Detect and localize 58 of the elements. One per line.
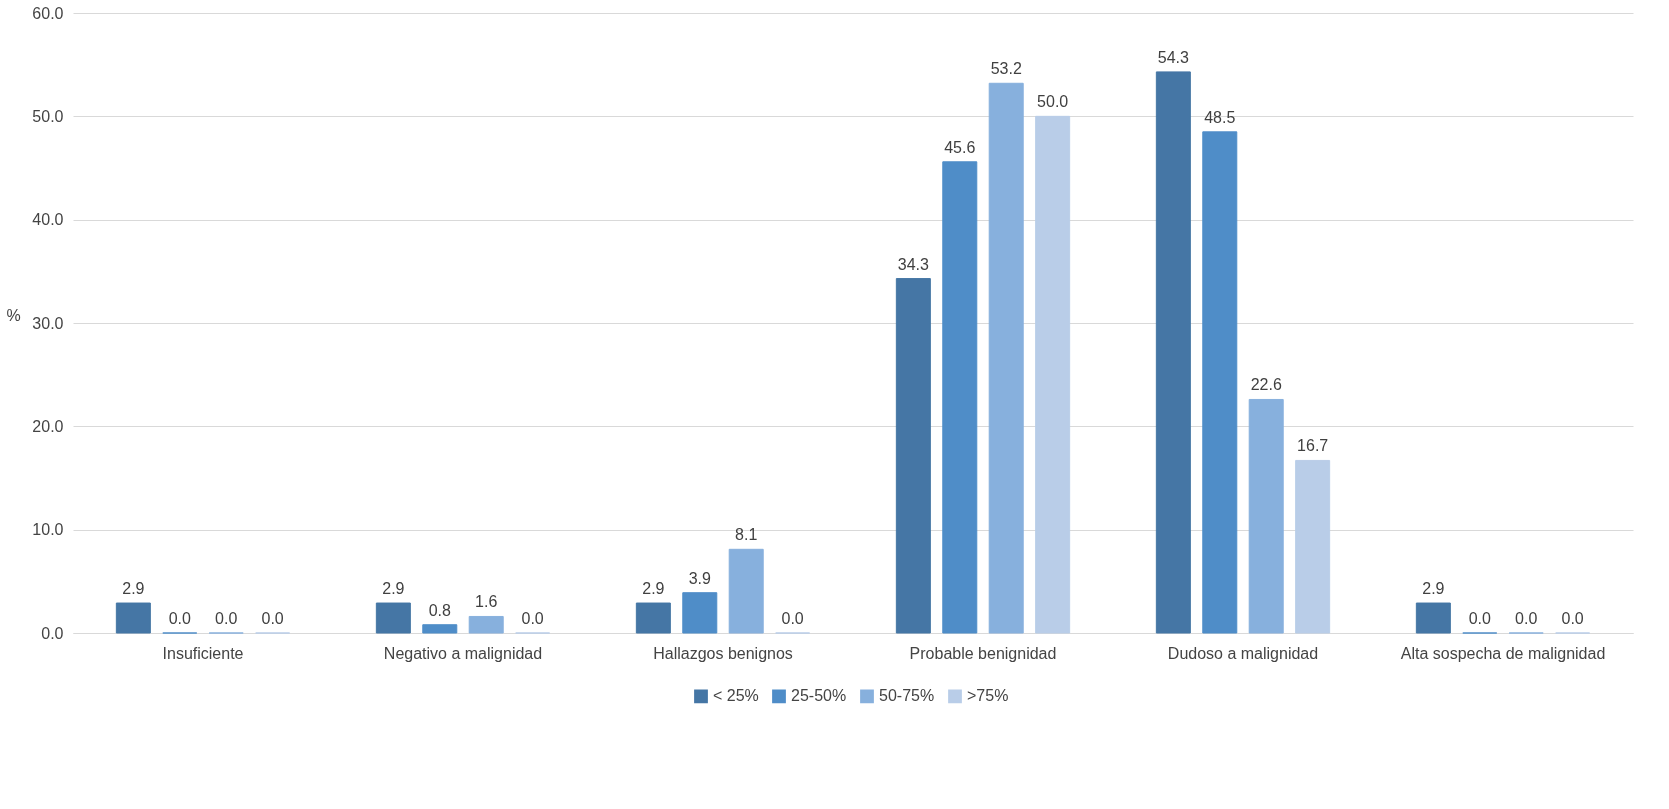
- data-label: 2.9: [642, 580, 665, 598]
- x-tick-label: Negativo a malignidad: [383, 644, 543, 662]
- bar: [682, 592, 718, 634]
- data-label: 54.3: [1157, 48, 1190, 66]
- bar: [1202, 131, 1238, 634]
- x-tick-label: Alta sospecha de malignidad: [1400, 644, 1606, 662]
- data-label: 53.2: [990, 60, 1022, 78]
- bar: [988, 82, 1024, 634]
- bar: [468, 615, 504, 634]
- data-label: 8.1: [735, 526, 758, 544]
- y-tick-label: 60.0: [32, 4, 64, 22]
- data-label: 0.0: [521, 610, 544, 627]
- x-tick-label: Probable benignidad: [909, 644, 1057, 662]
- data-label: 2.9: [382, 580, 405, 598]
- data-label: 3.9: [688, 569, 711, 587]
- bar: [1035, 115, 1071, 634]
- y-tick-label: 10.0: [32, 521, 64, 539]
- y-tick-label: 50.0: [32, 107, 64, 125]
- data-label: 22.6: [1250, 376, 1282, 394]
- data-label: 0.0: [781, 610, 804, 627]
- data-label: 34.3: [897, 255, 930, 273]
- bar: [1415, 602, 1451, 634]
- bar: [1295, 459, 1331, 634]
- legend-label: < 25%: [713, 687, 759, 705]
- bar: [895, 278, 931, 634]
- legend-label: 25-50%: [791, 687, 847, 705]
- bar: [422, 624, 458, 634]
- data-label: 2.9: [1422, 580, 1445, 598]
- data-label: 0.0: [1561, 610, 1584, 627]
- data-label: 0.0: [1515, 610, 1538, 627]
- data-label: 0.0: [261, 610, 284, 627]
- x-tick-label: Dudoso a malignidad: [1167, 644, 1319, 662]
- legend-label: >75%: [967, 687, 1009, 705]
- data-label: 45.6: [944, 138, 976, 156]
- data-label: 0.0: [215, 610, 238, 627]
- y-tick-label: 0.0: [41, 624, 64, 642]
- bar: [728, 548, 764, 634]
- data-label: 0.0: [168, 610, 191, 627]
- data-label: 50.0: [1037, 93, 1069, 111]
- data-label: 16.7: [1297, 437, 1329, 455]
- bar: [635, 602, 671, 634]
- data-label: 0.0: [1468, 610, 1491, 627]
- bar: [1155, 71, 1191, 634]
- data-label: 0.8: [428, 601, 451, 619]
- bar: [375, 602, 411, 634]
- x-tick-label: Hallazgos benignos: [653, 644, 793, 662]
- bar: [1248, 398, 1284, 634]
- y-axis-title: %: [6, 306, 21, 324]
- legend-label: 50-75%: [879, 687, 935, 705]
- y-tick-label: 30.0: [32, 314, 64, 332]
- data-label: 48.5: [1204, 108, 1236, 126]
- bar: [942, 161, 978, 634]
- x-tick-label: Insuficiente: [162, 644, 244, 662]
- data-label: 1.6: [475, 593, 498, 611]
- data-label: 2.9: [122, 580, 145, 598]
- y-tick-label: 20.0: [32, 417, 64, 435]
- bar: [115, 602, 151, 634]
- y-tick-label: 40.0: [32, 211, 64, 229]
